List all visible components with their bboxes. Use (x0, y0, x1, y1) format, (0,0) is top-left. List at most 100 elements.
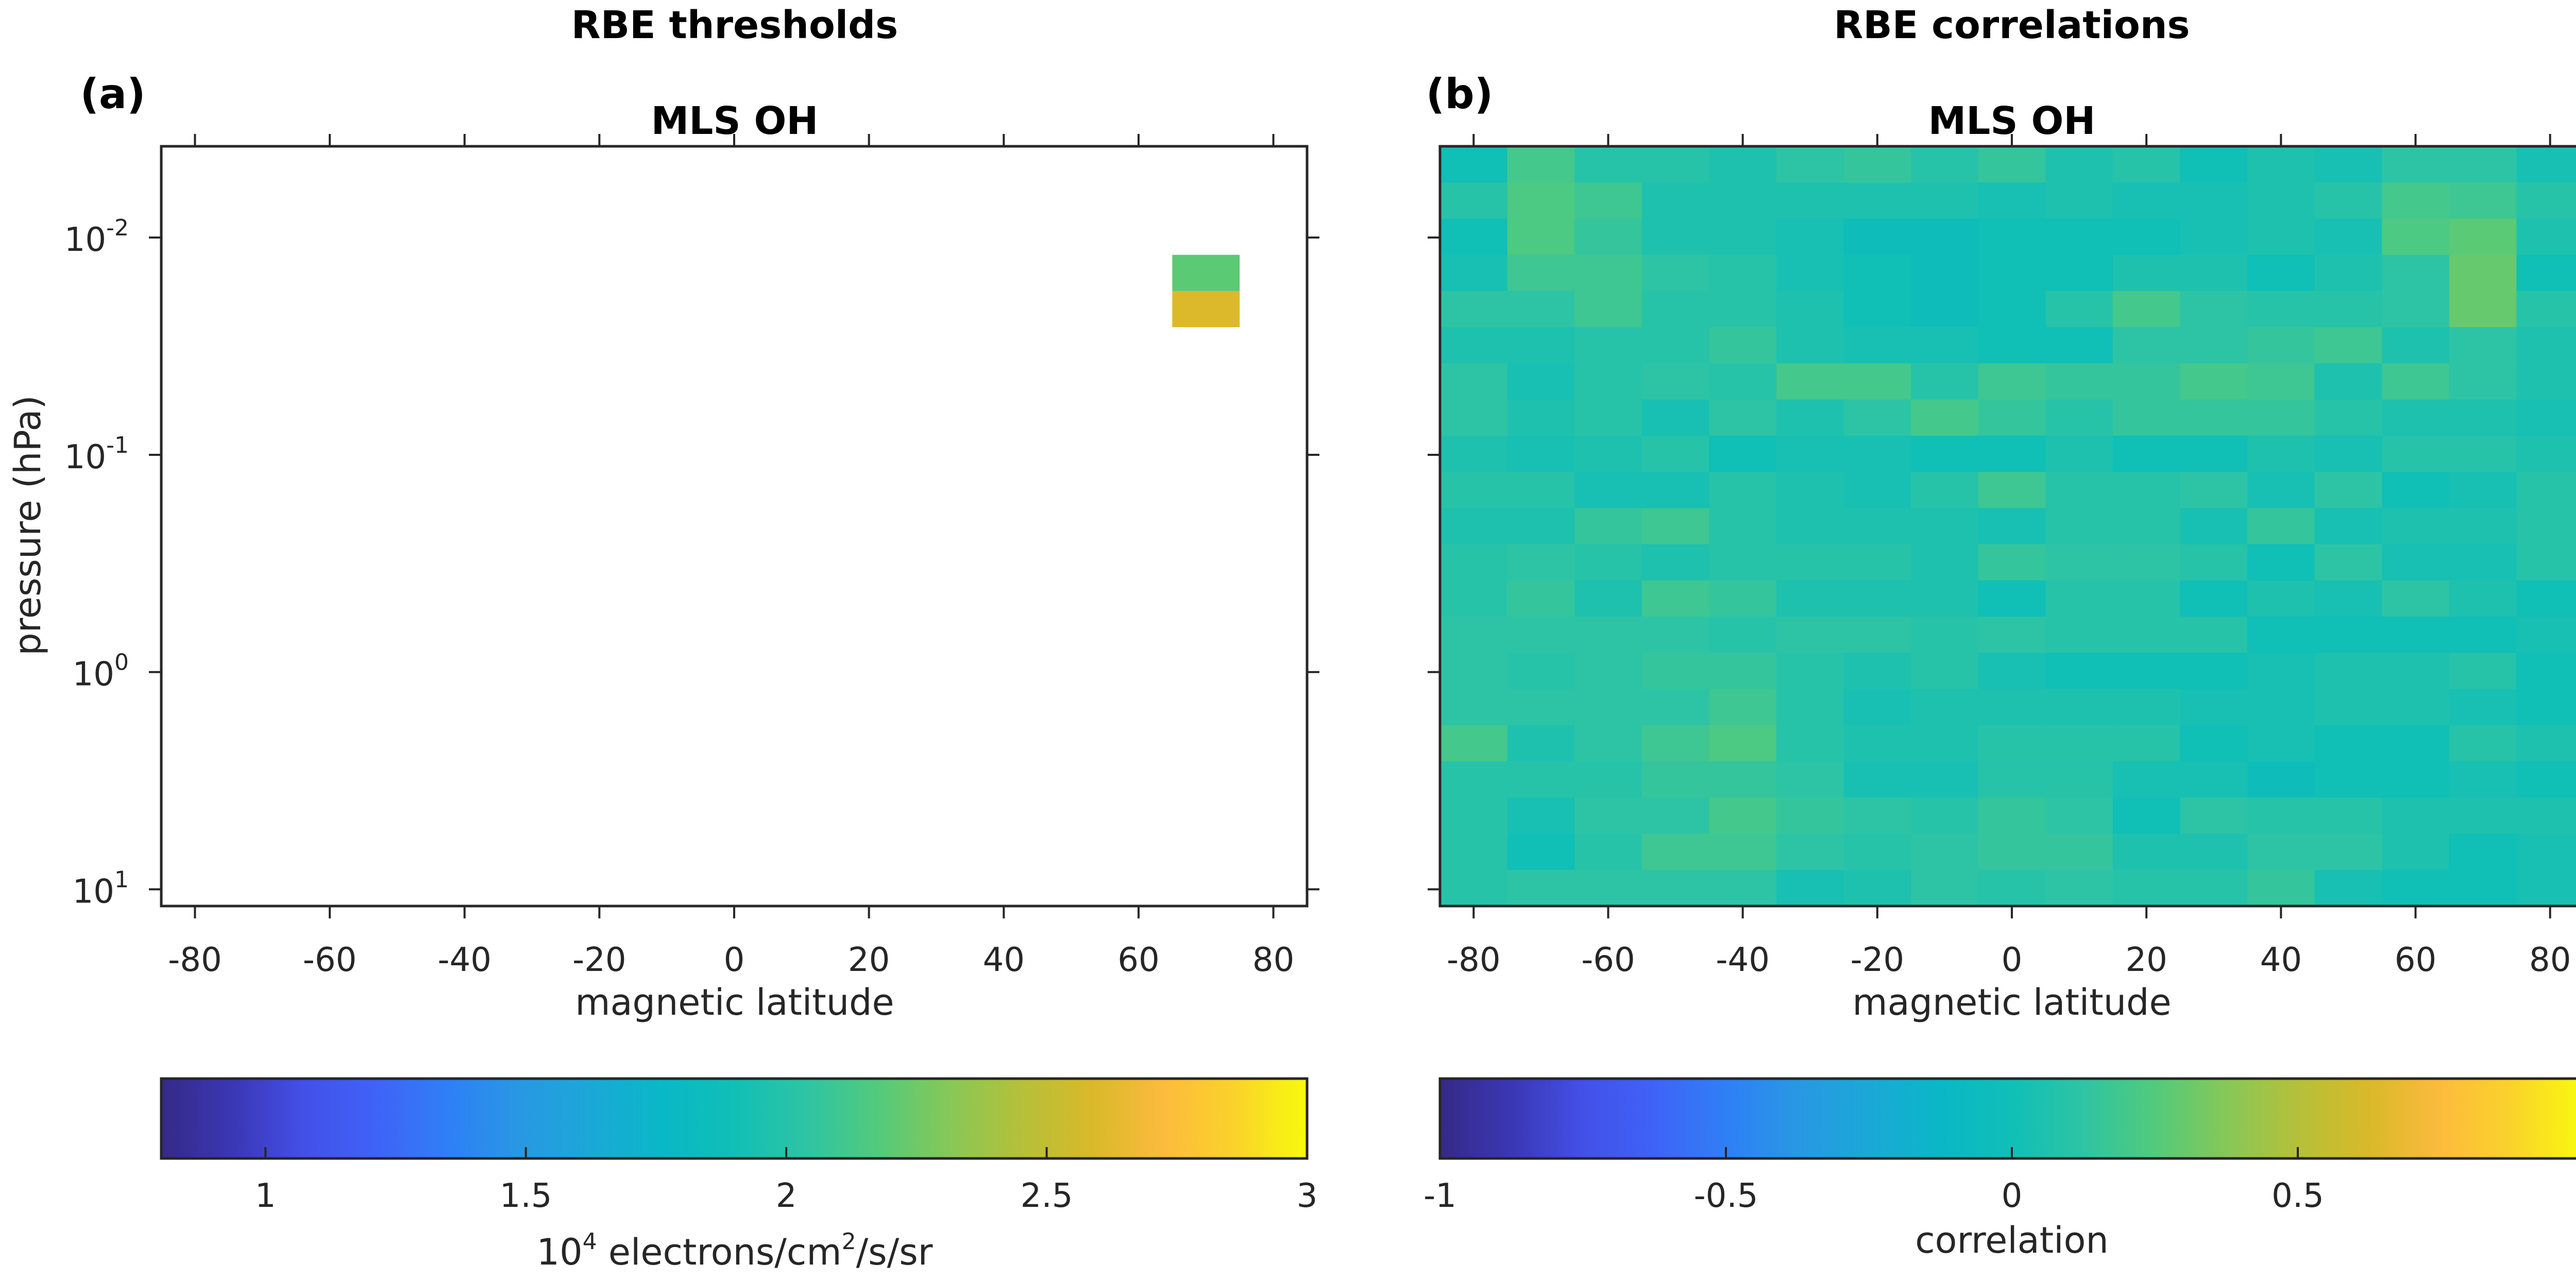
heatmap-cell (2382, 291, 2450, 328)
heatmap-cell (2314, 182, 2383, 219)
heatmap-cell (1507, 399, 1575, 436)
heatmap-cell (2180, 399, 2248, 436)
heatmap-cell (2314, 146, 2383, 183)
heatmap-cell (1978, 363, 2046, 400)
heatmap-cell (1843, 653, 1911, 690)
x-tick-label: 80 (1252, 941, 1294, 979)
heatmap-cell (1440, 254, 1508, 292)
heatmap-cell (1574, 761, 1642, 798)
heatmap-cell (1507, 363, 1575, 400)
heatmap-cell (1709, 254, 1777, 292)
heatmap-cell (1574, 833, 1642, 871)
heatmap-cell (2382, 218, 2450, 255)
heatmap-cell (2516, 435, 2576, 472)
heatmap-cell (2516, 761, 2576, 798)
y-axis-label: pressure (hPa) (7, 395, 49, 656)
heatmap-cell (2516, 617, 2576, 654)
heatmap-cell (2180, 869, 2248, 907)
heatmap-cell (1776, 725, 1844, 762)
heatmap-cell (2112, 689, 2181, 726)
heatmap-cell (1978, 146, 2046, 183)
heatmap-cell (1574, 653, 1642, 690)
heatmap-cell (2045, 472, 2113, 509)
heatmap-cell (1911, 218, 1979, 255)
x-tick-label: -60 (303, 941, 357, 979)
colorbar-a-label-exp1: 4 (583, 1228, 597, 1255)
heatmap-cell (1440, 761, 1508, 798)
heatmap-cell (1978, 182, 2046, 219)
panel-b-label: (b) (1426, 70, 1493, 118)
heatmap-cell (2516, 399, 2576, 436)
heatmap-cell (1440, 435, 1508, 472)
heatmap-cell (1641, 653, 1710, 690)
heatmap-cell (1911, 254, 1979, 292)
heatmap-cell (1776, 218, 1844, 255)
heatmap-cell (1978, 869, 2046, 907)
heatmap-cell (2247, 363, 2315, 400)
colorbar-gradient (1440, 1079, 2576, 1158)
heatmap-cell (2112, 544, 2181, 581)
heatmap-cell (1911, 435, 1979, 472)
heatmap-cell (1978, 254, 2046, 292)
heatmap-cell (2180, 363, 2248, 400)
heatmap-cell (1440, 146, 1508, 183)
heatmap-cell (1641, 544, 1710, 581)
colorbar-a-label-mid: electrons/cm (597, 1231, 842, 1273)
heatmap-cell (1440, 544, 1508, 581)
heatmap-cell (2314, 617, 2383, 654)
heatmap-cell (2247, 761, 2315, 798)
heatmap-cell (2516, 797, 2576, 834)
heatmap-cell (1843, 218, 1911, 255)
x-tick-label: 0 (2002, 941, 2023, 979)
panel-a-x-axis-label: magnetic latitude (575, 981, 894, 1023)
heatmap-cell (1507, 689, 1575, 726)
colorbar-tick-label: 1.5 (500, 1177, 552, 1215)
heatmap-cell (2382, 254, 2450, 292)
heatmap-cell (1507, 761, 1575, 798)
heatmap-cell (1978, 508, 2046, 545)
heatmap-cell (2314, 653, 2383, 690)
heatmap-cell (2314, 254, 2383, 292)
heatmap-cell (2516, 363, 2576, 400)
heatmap-cell (2516, 869, 2576, 907)
heatmap-cell (1641, 218, 1710, 255)
heatmap-cell (2112, 869, 2181, 907)
heatmap-cell (2247, 508, 2315, 545)
heatmap-cell (2516, 182, 2576, 219)
heatmap-cell (1440, 508, 1508, 545)
heatmap-cell (1507, 291, 1575, 328)
heatmap-cell (1843, 689, 1911, 726)
heatmap-cell (2247, 435, 2315, 472)
heatmap-cell (2314, 472, 2383, 509)
heatmap-cell (2045, 146, 2113, 183)
heatmap-cell (1641, 327, 1710, 364)
heatmap-cell (1574, 472, 1642, 509)
heatmap-cell (1709, 725, 1777, 762)
heatmap-cell (1776, 363, 1844, 400)
heatmap-cell (2180, 580, 2248, 617)
heatmap-cell (1776, 869, 1844, 907)
heatmap-cell (1911, 544, 1979, 581)
heatmap-cell (2247, 327, 2315, 364)
heatmap-cell (2180, 544, 2248, 581)
x-tick-label: -20 (1851, 941, 1905, 979)
heatmap-cell (1574, 797, 1642, 834)
heatmap-cell (1776, 327, 1844, 364)
heatmap-cell (1843, 725, 1911, 762)
heatmap-cell (1843, 435, 1911, 472)
heatmap-cell (1911, 363, 1979, 400)
heatmap-cell (1776, 544, 1844, 581)
heatmap-cell (1641, 833, 1710, 871)
heatmap-cell (2247, 725, 2315, 762)
y-tick-label-exp: 0 (114, 650, 129, 676)
heatmap-cell (2112, 580, 2181, 617)
colorbar-a-label-base: 10 (537, 1231, 583, 1273)
heatmap-cell (1843, 254, 1911, 292)
heatmap-cell (2382, 508, 2450, 545)
heatmap-cell (1843, 327, 1911, 364)
heatmap-cell (2449, 146, 2517, 183)
heatmap-cell (1641, 725, 1710, 762)
heatmap-cell (2516, 689, 2576, 726)
heatmap-cell (1507, 472, 1575, 509)
